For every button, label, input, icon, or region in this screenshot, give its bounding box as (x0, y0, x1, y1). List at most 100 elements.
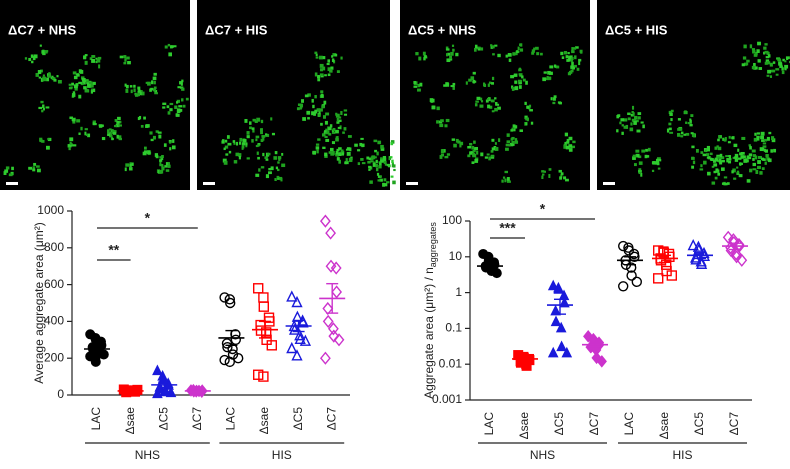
aggregate-speck (474, 103, 478, 107)
aggregate-speck (140, 124, 144, 128)
aggregate-speck (149, 131, 153, 135)
aggregate-speck (759, 147, 764, 152)
significance-label: ** (108, 242, 119, 258)
aggregate-speck (736, 172, 740, 175)
aggregate-speck (349, 147, 352, 152)
aggregate-speck (73, 75, 78, 80)
aggregate-speck (450, 85, 455, 88)
aggregate-speck (90, 88, 93, 92)
aggregate-speck (773, 148, 777, 153)
aggregate-speck (74, 87, 78, 91)
aggregate-speck (727, 141, 731, 144)
aggregate-speck (467, 154, 471, 158)
aggregate-speck (32, 168, 36, 172)
aggregate-speck (68, 146, 71, 151)
aggregate-speck (631, 105, 635, 110)
data-point (618, 281, 629, 292)
aggregate-speck (719, 160, 723, 165)
aggregate-speck (751, 65, 756, 70)
aggregate-speck (477, 48, 481, 51)
aggregate-speck (4, 169, 9, 173)
aggregate-speck (762, 145, 767, 148)
aggregate-speck (678, 127, 683, 131)
aggregate-speck (337, 126, 341, 129)
aggregate-speck (85, 80, 90, 84)
aggregate-speck (736, 166, 739, 169)
aggregate-speck (518, 85, 522, 89)
aggregate-speck (42, 76, 47, 80)
aggregate-speck (668, 122, 672, 126)
aggregate-speck (307, 117, 310, 120)
aggregate-speck (334, 129, 339, 134)
aggregate-speck (239, 141, 242, 145)
aggregate-speck (33, 162, 37, 166)
aggregate-speck (720, 167, 725, 171)
aggregate-speck (125, 84, 129, 89)
aggregate-speck (470, 76, 475, 81)
data-point (695, 255, 707, 267)
x-tick-label: LAC (482, 412, 496, 436)
aggregate-speck (319, 63, 324, 68)
aggregate-speck (571, 50, 575, 54)
aggregate-speck (510, 138, 514, 141)
aggregate-speck (413, 85, 418, 88)
aggregate-speck (472, 80, 477, 83)
aggregate-speck (33, 54, 38, 59)
aggregate-speck (331, 58, 335, 63)
data-point (547, 279, 559, 291)
aggregate-speck (670, 118, 673, 122)
aggregate-speck (747, 156, 752, 160)
aggregate-speck (72, 144, 77, 147)
aggregate-speck (712, 159, 716, 163)
aggregate-speck (124, 167, 127, 172)
aggregate-speck (161, 166, 165, 171)
aggregate-speck (314, 51, 318, 55)
aggregate-speck (766, 136, 770, 141)
aggregate-speck (455, 52, 459, 57)
data-point (322, 314, 334, 329)
aggregate-speck (457, 140, 461, 144)
aggregate-speck (258, 168, 261, 172)
aggregate-speck (315, 53, 318, 57)
aggregate-speck (306, 110, 311, 115)
aggregate-speck (535, 46, 539, 50)
aggregate-speck (638, 168, 642, 171)
aggregate-speck (274, 151, 278, 155)
aggregate-speck (510, 75, 515, 79)
aggregate-speck (46, 145, 50, 150)
data-point (521, 360, 532, 371)
aggregate-speck (181, 79, 184, 83)
aggregate-speck (232, 140, 236, 143)
aggregate-speck (742, 56, 747, 60)
aggregate-speck (377, 140, 382, 145)
aggregate-speck (763, 51, 766, 55)
aggregate-speck (84, 54, 88, 57)
aggregate-speck (723, 176, 728, 179)
aggregate-speck (24, 57, 28, 60)
aggregate-speck (311, 111, 315, 116)
aggregate-speck (336, 158, 340, 161)
aggregate-speck (491, 45, 495, 49)
aggregate-speck (631, 110, 634, 114)
aggregate-speck (518, 73, 523, 76)
aggregate-speck (133, 84, 136, 88)
aggregate-speck (3, 171, 7, 175)
aggregate-speck (736, 170, 740, 174)
aggregate-speck (377, 179, 381, 182)
aggregate-speck (563, 143, 568, 148)
aggregate-speck (265, 174, 270, 179)
aggregate-speck (256, 144, 260, 147)
aggregate-speck (721, 182, 726, 185)
data-point (623, 245, 634, 256)
aggregate-speck (752, 154, 757, 158)
aggregate-speck (566, 59, 570, 62)
aggregate-speck (270, 166, 274, 171)
aggregate-speck (432, 105, 435, 110)
aggregate-speck (756, 132, 760, 135)
aggregate-speck (159, 159, 163, 162)
aggregate-speck (444, 155, 449, 159)
aggregate-speck (360, 158, 364, 161)
y-axis-label: Aggregate area (μm²) / naggregates (422, 222, 438, 399)
aggregate-speck (125, 90, 129, 93)
aggregate-speck (513, 52, 518, 56)
